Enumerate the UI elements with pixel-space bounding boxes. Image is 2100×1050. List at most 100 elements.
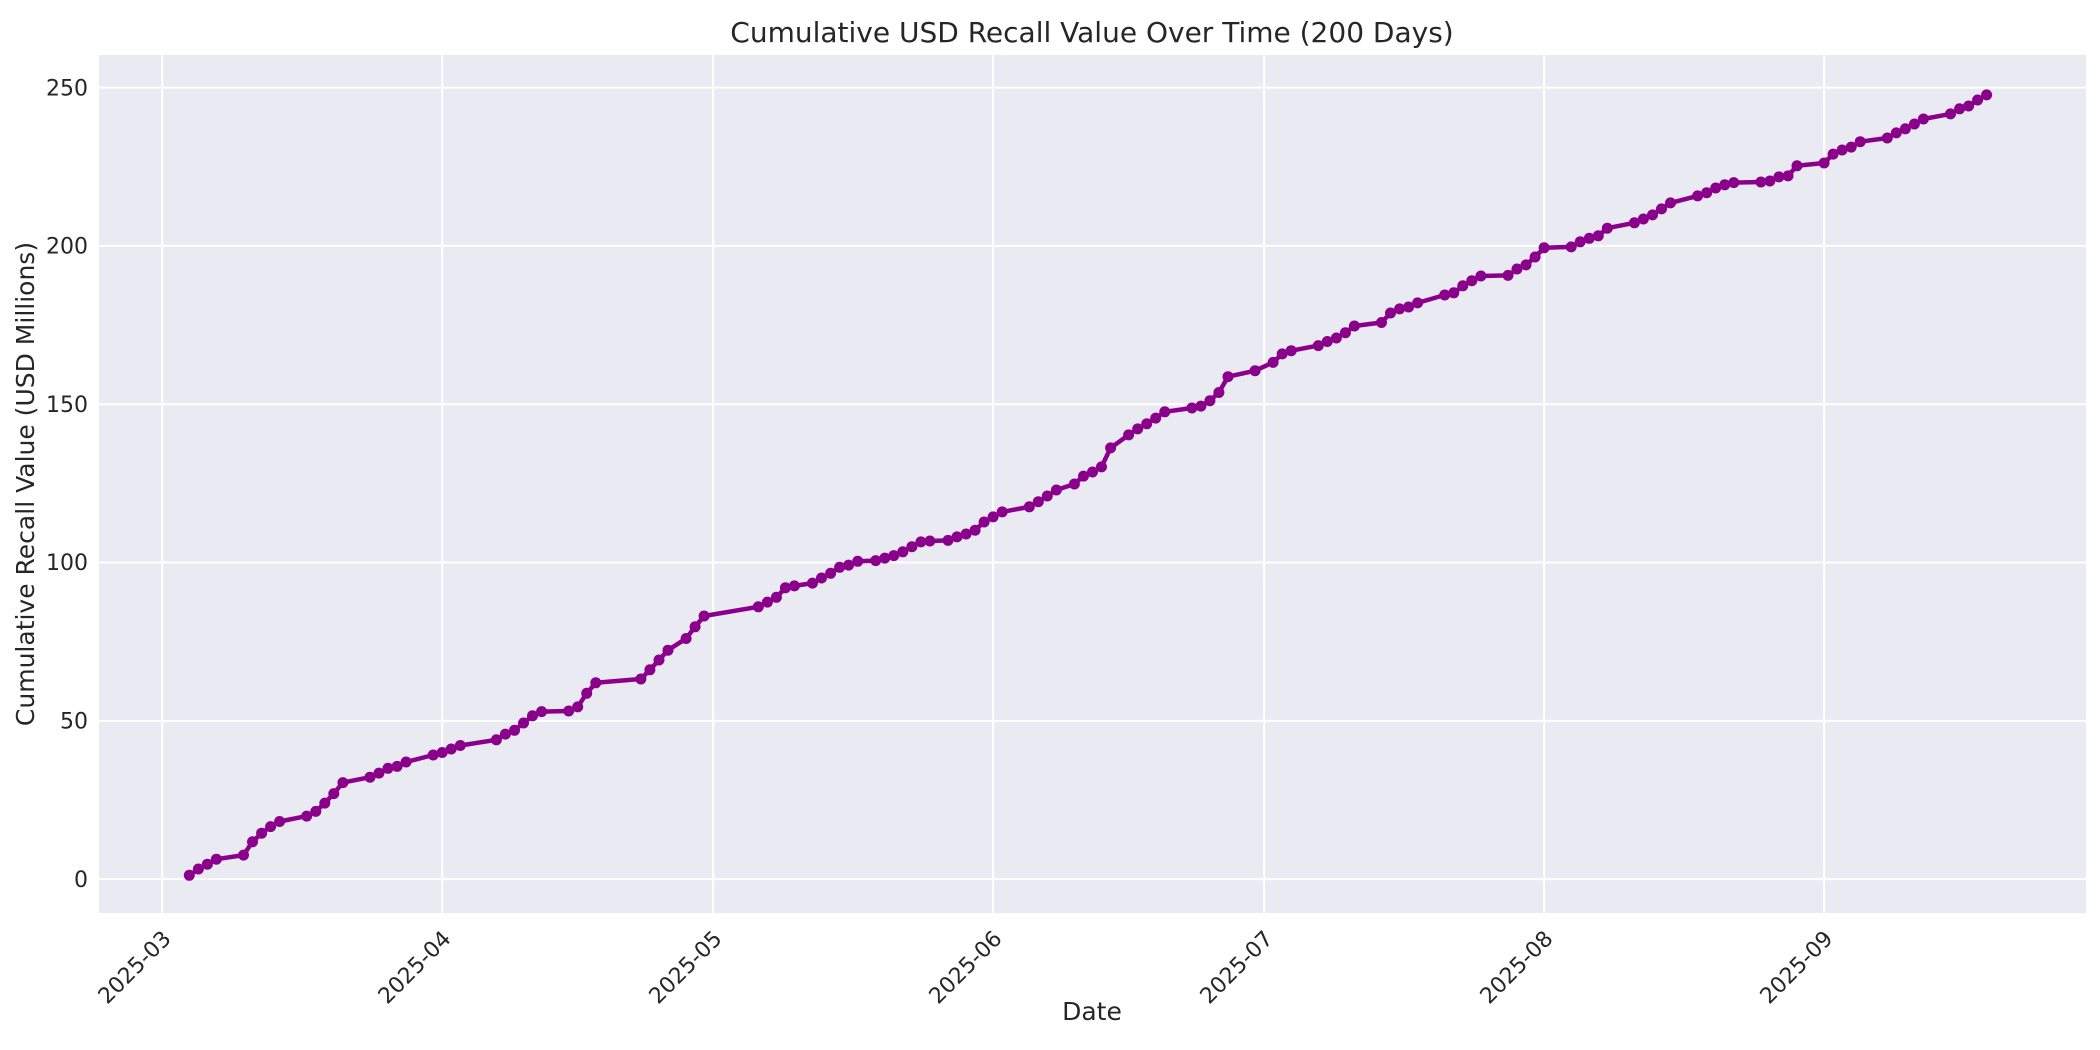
data-point-2025-05-06 [752, 601, 764, 613]
data-point-2025-03-10 [238, 849, 249, 861]
data-point-2025-07-09 [1330, 332, 1342, 344]
data-point-2025-04-10 [518, 717, 529, 729]
data-point-2025-07-04 [1285, 345, 1297, 357]
plot-area [99, 55, 2086, 913]
data-point-2025-08-18 [1692, 190, 1704, 202]
data-point-2025-06-20 [1159, 406, 1171, 418]
data-point-2025-08-06 [1583, 232, 1595, 244]
data-point-2025-05-07 [761, 596, 773, 608]
data-point-2025-06-12 [1087, 466, 1098, 478]
data-point-2025-04-15 [563, 705, 575, 717]
data-point-2025-05-29 [960, 528, 972, 540]
data-point-2025-05-13 [816, 572, 827, 584]
data-point-2025-03-26 [382, 762, 394, 774]
data-point-2025-04-09 [509, 724, 520, 736]
data-point-2025-07-11 [1348, 320, 1360, 332]
data-point-2025-08-01 [1538, 242, 1550, 254]
data-point-2025-05-30 [969, 524, 981, 536]
data-point-2025-07-17 [1403, 301, 1415, 313]
data-point-2025-06-13 [1096, 461, 1107, 473]
x-axis-label: Date [1062, 997, 1122, 1026]
data-point-2025-04-08 [499, 728, 511, 740]
data-point-2025-07-16 [1394, 303, 1406, 315]
data-point-2025-06-25 [1204, 395, 1216, 407]
data-point-2025-09-11 [1908, 118, 1920, 130]
data-point-2025-05-10 [788, 580, 800, 592]
data-point-2025-04-16 [572, 701, 584, 713]
data-point-2025-03-24 [364, 771, 376, 783]
data-point-2025-05-12 [807, 577, 818, 589]
data-point-2025-05-23 [906, 541, 918, 553]
data-point-2025-09-15 [1945, 108, 1956, 120]
data-point-2025-07-10 [1339, 327, 1351, 339]
data-point-2025-08-25 [1755, 176, 1767, 188]
data-point-2025-07-03 [1276, 348, 1288, 360]
data-point-2025-05-22 [897, 546, 909, 558]
data-point-2025-08-13 [1647, 209, 1658, 221]
data-point-2025-04-12 [536, 706, 548, 718]
y-tick-200: 200 [46, 235, 88, 260]
data-point-2025-04-29 [689, 621, 701, 633]
data-point-2025-06-05 [1023, 501, 1035, 513]
y-tick-100: 100 [46, 551, 88, 576]
data-point-2025-05-15 [834, 561, 846, 573]
data-point-2025-03-11 [247, 836, 258, 848]
data-point-2025-03-04 [183, 869, 195, 881]
data-point-2025-06-10 [1068, 478, 1080, 490]
data-point-2025-07-22 [1448, 287, 1460, 299]
data-point-2025-07-29 [1511, 263, 1523, 275]
data-point-2025-04-18 [590, 677, 602, 689]
data-point-2025-03-17 [301, 810, 313, 822]
data-point-2025-09-09 [1890, 127, 1902, 139]
data-point-2025-03-28 [400, 756, 412, 768]
chart-title: Cumulative USD Recall Value Over Time (2… [730, 16, 1453, 49]
data-point-2025-09-08 [1881, 132, 1893, 144]
data-point-2025-09-10 [1899, 123, 1911, 135]
data-point-2025-08-14 [1656, 203, 1667, 215]
data-point-2025-06-14 [1105, 442, 1117, 454]
data-point-2025-09-19 [1981, 89, 1993, 101]
data-point-2025-04-30 [698, 610, 710, 622]
data-point-2025-06-26 [1213, 387, 1225, 398]
data-point-2025-06-27 [1222, 371, 1234, 383]
y-tick-250: 250 [46, 76, 88, 101]
y-tick-50: 50 [60, 710, 88, 735]
data-point-2025-09-18 [1972, 94, 1984, 106]
data-point-2025-07-08 [1321, 336, 1333, 347]
data-point-2025-08-19 [1701, 187, 1713, 199]
data-point-2025-07-30 [1520, 259, 1532, 271]
data-point-2025-03-13 [265, 821, 277, 833]
data-point-2025-06-17 [1132, 423, 1144, 435]
y-tick-150: 150 [46, 393, 88, 418]
data-point-2025-08-11 [1628, 217, 1640, 229]
gridlines [99, 55, 2086, 913]
data-point-2025-08-20 [1710, 182, 1722, 194]
data-point-2025-09-12 [1917, 113, 1929, 125]
data-point-2025-03-12 [256, 827, 268, 839]
data-point-2025-09-05 [1854, 136, 1866, 148]
data-point-2025-08-27 [1773, 171, 1785, 183]
data-point-2025-04-28 [680, 633, 692, 644]
data-point-2025-06-08 [1050, 484, 1062, 496]
data-point-2025-04-07 [490, 734, 502, 746]
data-point-2025-08-15 [1665, 197, 1676, 209]
data-point-2025-04-25 [653, 654, 665, 666]
data-point-2025-03-06 [201, 858, 213, 870]
data-point-2025-03-05 [192, 863, 204, 875]
data-point-2025-05-19 [870, 555, 882, 567]
series-group [183, 89, 1993, 881]
data-point-2025-07-02 [1267, 356, 1279, 368]
data-point-2025-07-24 [1466, 275, 1478, 287]
data-point-2025-05-31 [978, 516, 990, 528]
data-point-2025-07-23 [1457, 280, 1469, 292]
data-point-2025-03-14 [274, 816, 286, 827]
data-point-2025-04-23 [635, 673, 647, 685]
data-point-2025-09-17 [1963, 100, 1975, 112]
data-point-2025-05-28 [951, 531, 963, 543]
data-point-2025-05-08 [770, 591, 782, 603]
data-point-2025-09-04 [1845, 141, 1857, 153]
data-point-2025-04-03 [454, 740, 466, 751]
data-point-2025-07-31 [1529, 251, 1541, 263]
data-point-2025-05-09 [779, 582, 791, 594]
data-point-2025-05-17 [852, 555, 864, 567]
